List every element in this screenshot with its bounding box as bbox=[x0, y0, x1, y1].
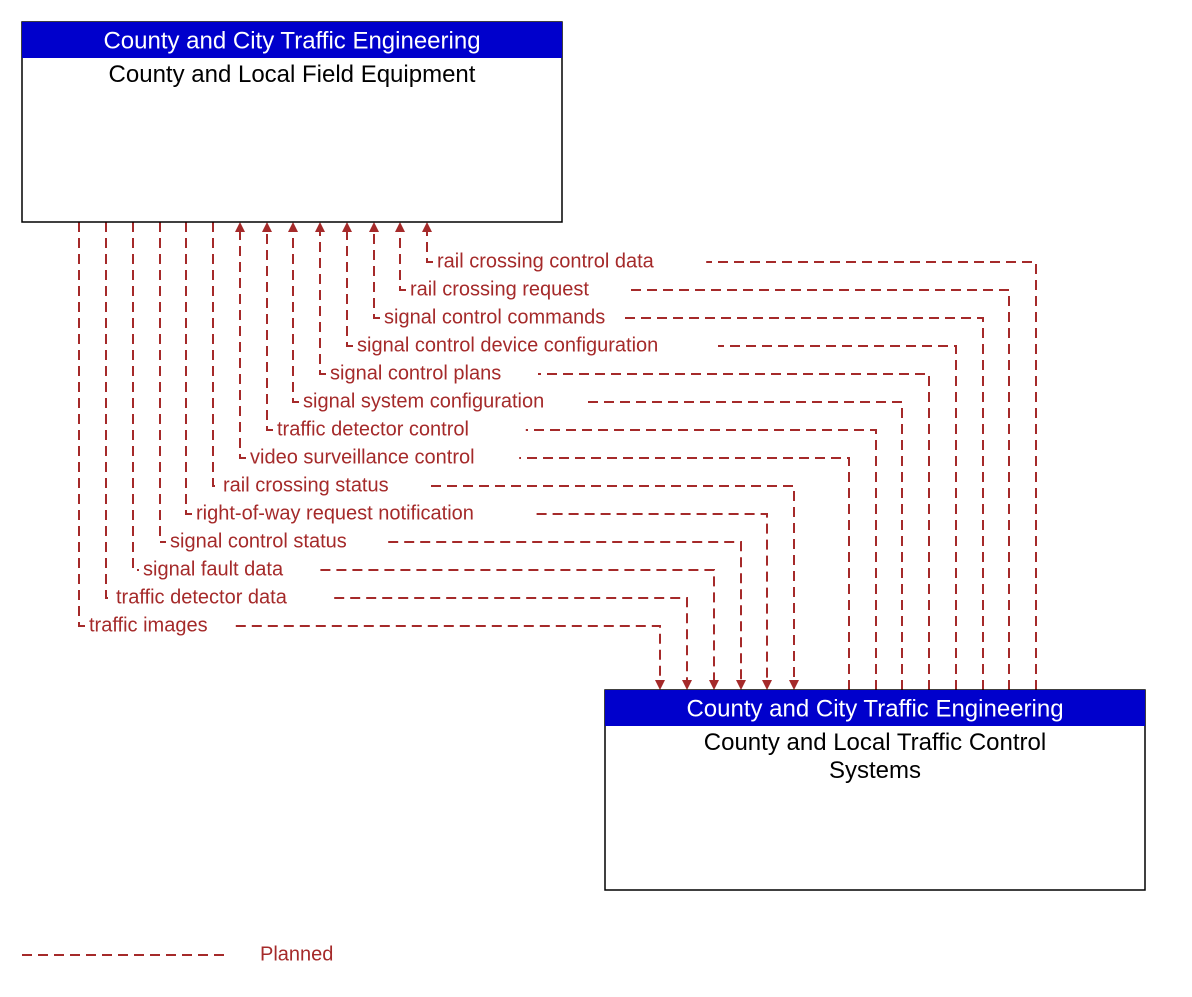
arrow-head-icon bbox=[342, 222, 352, 232]
arrow-head-icon bbox=[395, 222, 405, 232]
flow-line bbox=[427, 232, 1036, 690]
flow-label: rail crossing control data bbox=[437, 250, 655, 272]
flow-label: signal control device configuration bbox=[357, 334, 658, 356]
flow-label: traffic images bbox=[89, 614, 208, 636]
boxA: County and City Traffic Engineering Count… bbox=[22, 22, 562, 222]
boxA-header-text: County and City Traffic Engineering bbox=[103, 27, 480, 54]
flow-label: right-of-way request notification bbox=[196, 502, 474, 524]
arrow-head-icon bbox=[288, 222, 298, 232]
arrow-head-icon bbox=[369, 222, 379, 232]
boxB-header-text: County and City Traffic Engineering bbox=[686, 695, 1063, 722]
flow-label: signal system configuration bbox=[303, 390, 544, 412]
boxB-title-line-1: Systems bbox=[829, 757, 921, 784]
boxB-title-line-0: County and Local Traffic Control bbox=[704, 729, 1046, 756]
arrow-head-icon bbox=[315, 222, 325, 232]
flow-label: signal control commands bbox=[384, 306, 605, 328]
arrow-head-icon bbox=[655, 680, 665, 690]
legend-label: Planned bbox=[260, 943, 333, 965]
flow-line bbox=[400, 232, 1009, 690]
arrow-head-icon bbox=[709, 680, 719, 690]
arrow-head-icon bbox=[422, 222, 432, 232]
flow-label: traffic detector data bbox=[116, 586, 288, 608]
flow-label: rail crossing status bbox=[223, 474, 389, 496]
flow-label: traffic detector control bbox=[277, 418, 469, 440]
flow-label: signal control plans bbox=[330, 362, 501, 384]
arrow-head-icon bbox=[762, 680, 772, 690]
arrow-head-icon bbox=[789, 680, 799, 690]
arrow-head-icon bbox=[262, 222, 272, 232]
arrow-head-icon bbox=[682, 680, 692, 690]
arrow-head-icon bbox=[235, 222, 245, 232]
flow-label: signal control status bbox=[170, 530, 347, 552]
arrow-head-icon bbox=[736, 680, 746, 690]
boxB: County and City Traffic Engineering Count… bbox=[605, 690, 1145, 890]
flow-label: signal fault data bbox=[143, 558, 284, 580]
flow-label: video surveillance control bbox=[250, 446, 475, 468]
flow-label: rail crossing request bbox=[410, 278, 589, 300]
flow-to-a-1: rail crossing request bbox=[395, 222, 1009, 690]
legend: Planned bbox=[22, 943, 333, 965]
boxA-title-line-0: County and Local Field Equipment bbox=[109, 61, 476, 88]
